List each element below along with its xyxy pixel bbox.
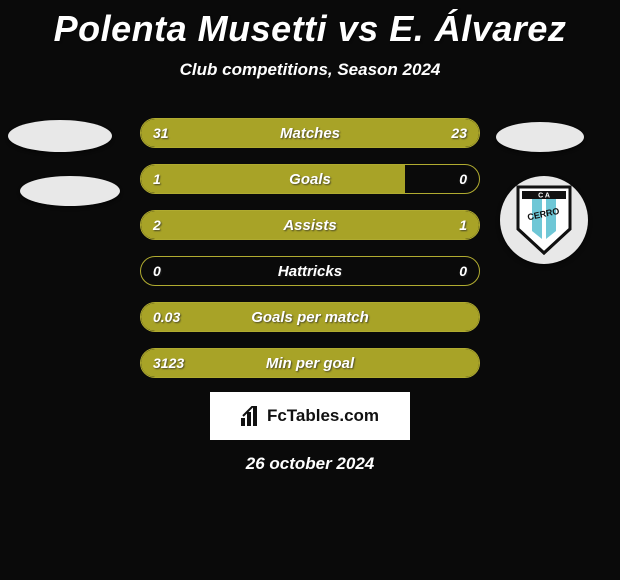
stat-label: Hattricks [141, 257, 479, 285]
player2-name: E. Álvarez [389, 8, 566, 49]
stat-value-right: 1 [459, 211, 467, 239]
fctables-logo-icon [241, 406, 263, 426]
stat-row: 31Matches23 [140, 118, 480, 148]
stat-value-right: 0 [459, 165, 467, 193]
stat-label: Matches [141, 119, 479, 147]
stats-container: 31Matches231Goals02Assists10Hattricks00.… [140, 118, 480, 378]
stat-label: Goals per match [141, 303, 479, 331]
team-right-logo-1 [496, 122, 584, 152]
svg-text:C A: C A [538, 193, 550, 200]
comparison-title: Polenta Musetti vs E. Álvarez [0, 0, 620, 50]
stat-row: 3123Min per goal [140, 348, 480, 378]
stat-row: 0Hattricks0 [140, 256, 480, 286]
subtitle: Club competitions, Season 2024 [0, 60, 620, 80]
cerro-badge-icon: C A CERRO [516, 185, 572, 255]
team-left-logo-1 [8, 120, 112, 152]
stat-value-right: 23 [451, 119, 467, 147]
stat-label: Assists [141, 211, 479, 239]
stat-row: 1Goals0 [140, 164, 480, 194]
team-right-logo-2: C A CERRO [500, 176, 588, 264]
stat-row: 2Assists1 [140, 210, 480, 240]
vs-separator: vs [338, 8, 379, 49]
player1-name: Polenta Musetti [54, 8, 328, 49]
date-label: 26 october 2024 [0, 454, 620, 474]
stat-value-right: 0 [459, 257, 467, 285]
brand-name: FcTables.com [267, 406, 379, 426]
stat-row: 0.03Goals per match [140, 302, 480, 332]
brand-box[interactable]: FcTables.com [210, 392, 410, 440]
stat-label: Goals [141, 165, 479, 193]
team-left-logo-2 [20, 176, 120, 206]
stat-label: Min per goal [141, 349, 479, 377]
